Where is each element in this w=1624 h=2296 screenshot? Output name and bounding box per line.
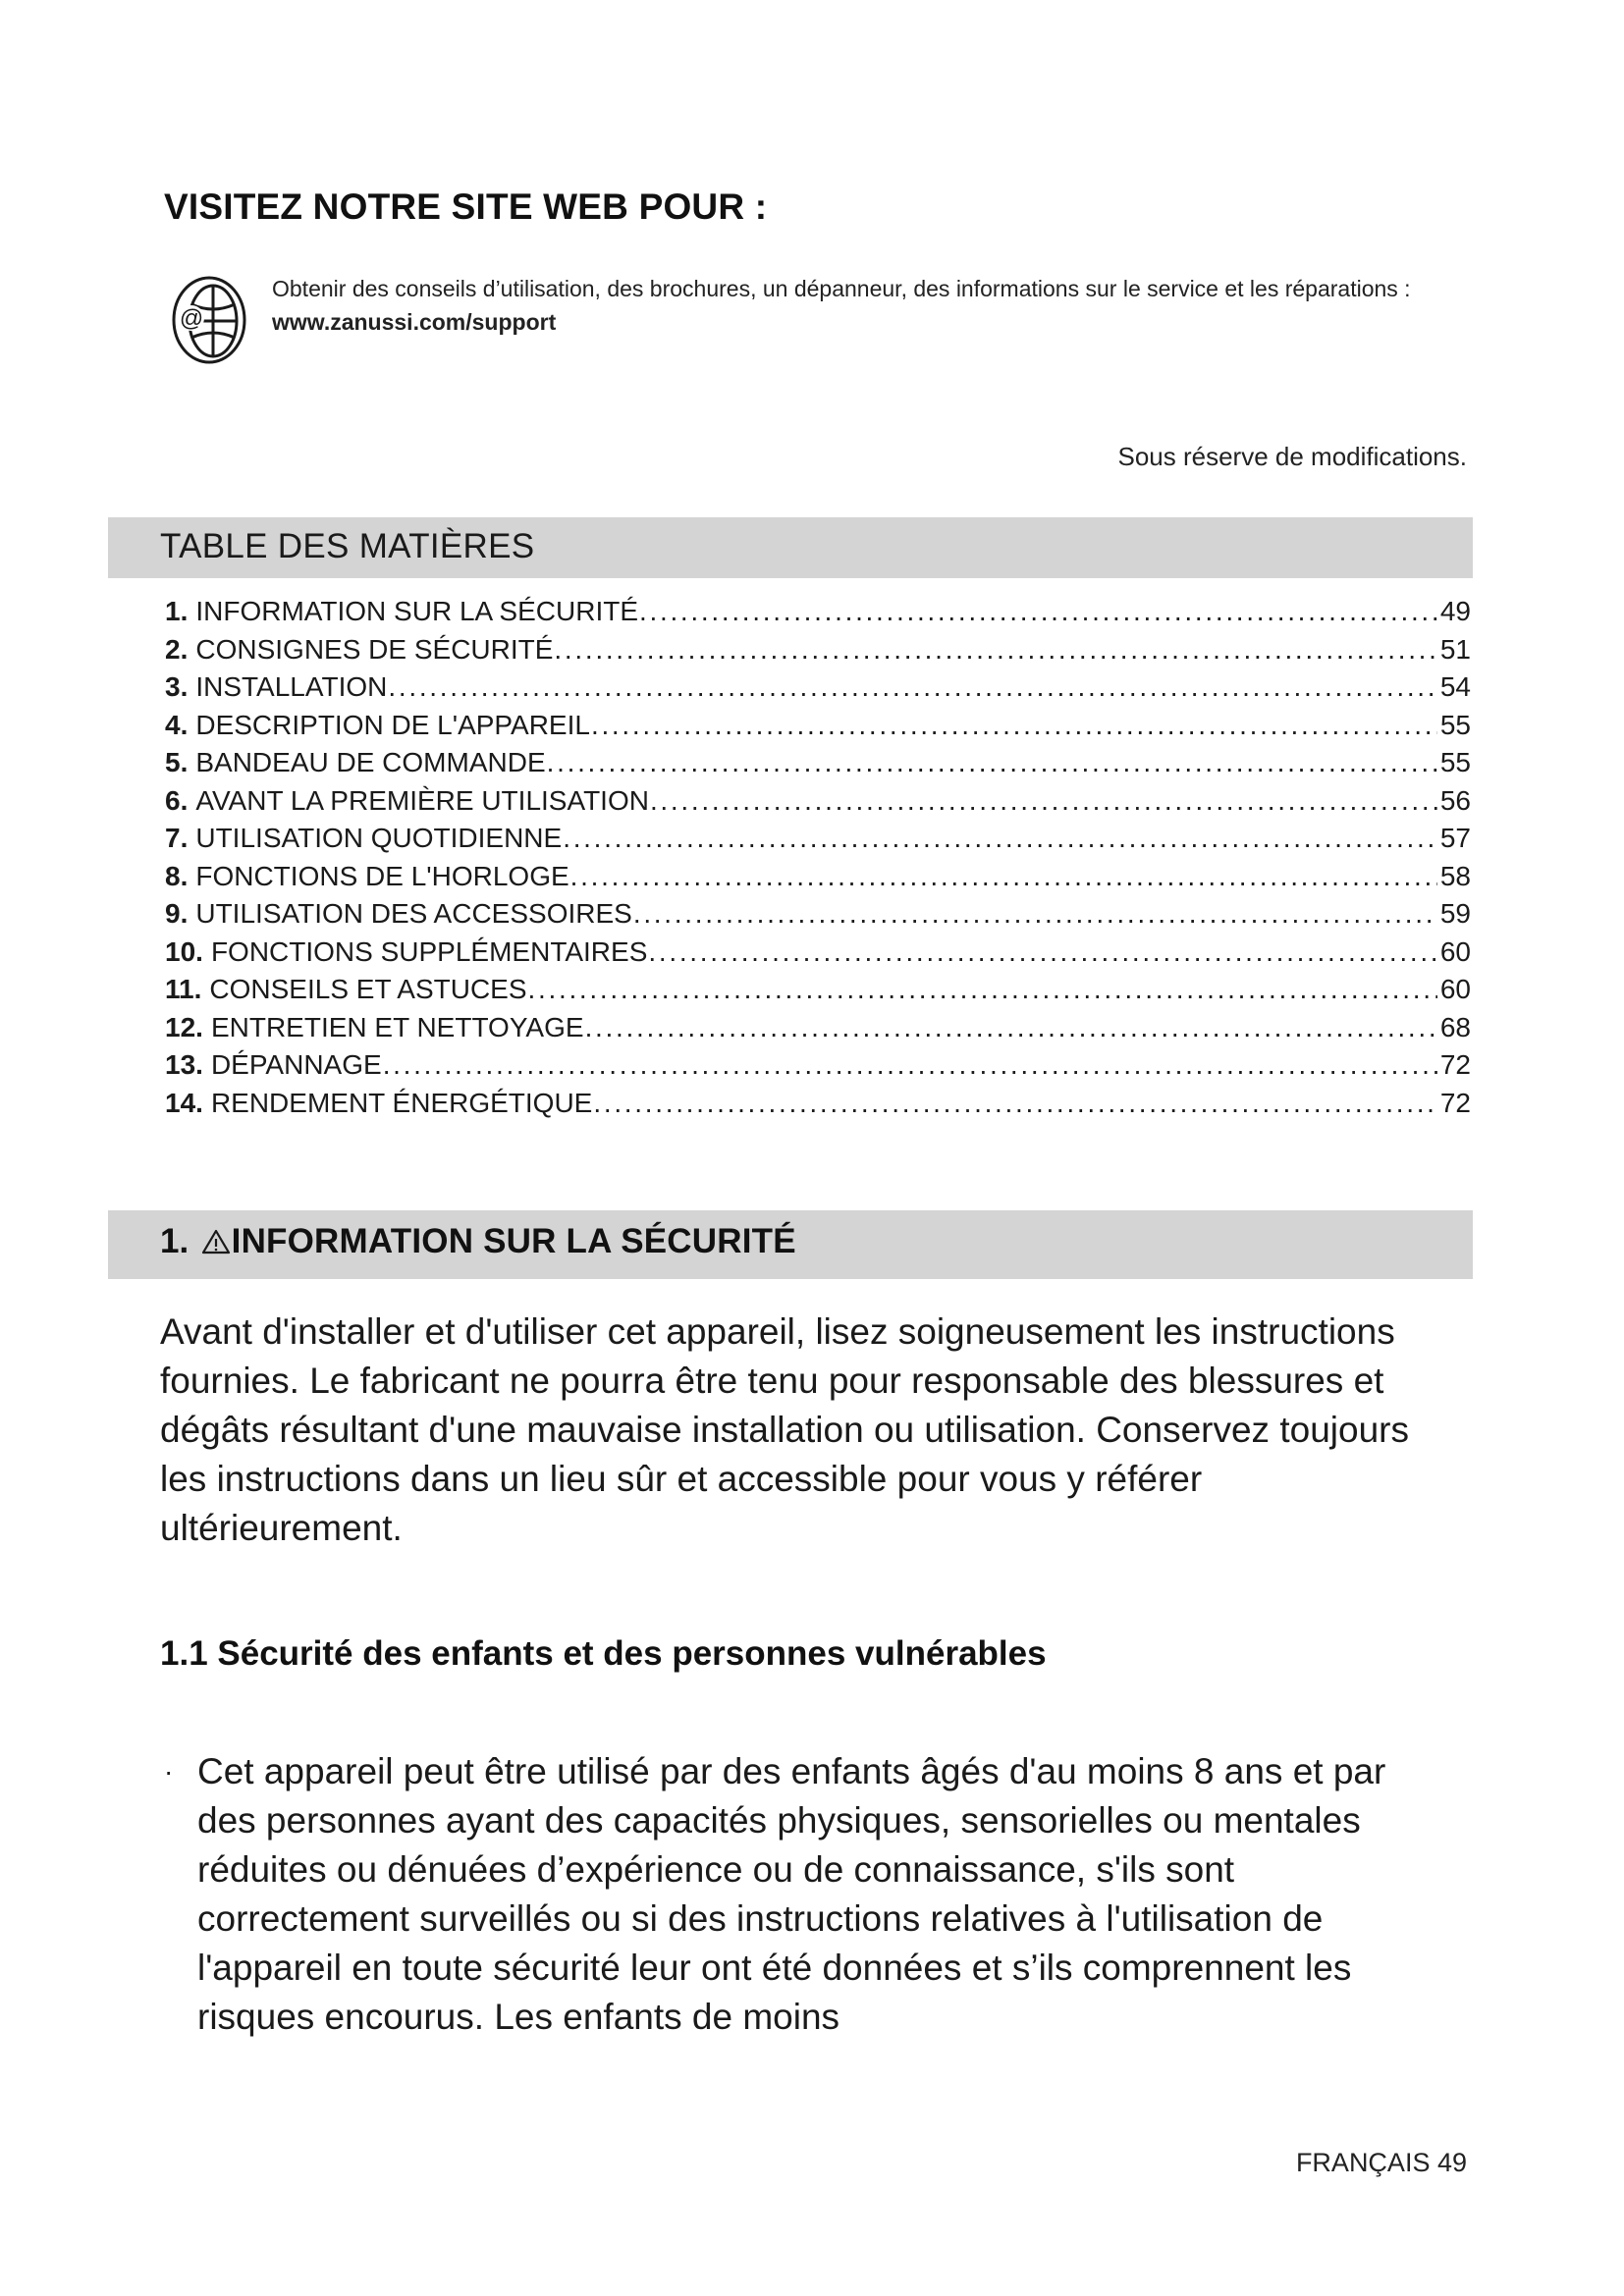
toc-entry-label: CONSEILS ET ASTUCES <box>209 974 527 1004</box>
toc-dot-leader: ........................................… <box>546 747 1437 777</box>
toc-dot-leader: ........................................… <box>527 974 1437 1004</box>
toc-entry[interactable]: 4. DESCRIPTION DE L'APPAREIL.............… <box>165 707 1471 745</box>
toc-entry-number: 5. <box>165 747 189 777</box>
toc-entry[interactable]: 5. BANDEAU DE COMMANDE...................… <box>165 744 1471 782</box>
toc-dot-leader: ........................................… <box>639 596 1437 626</box>
toc-entry-label: FONCTIONS SUPPLÉMENTAIRES <box>210 935 648 967</box>
toc-entry-label: UTILISATION QUOTIDIENNE <box>195 823 563 853</box>
toc-dot-leader: ........................................… <box>382 1049 1437 1080</box>
toc-entry-number: 3. <box>165 671 189 702</box>
page-footer: FRANÇAIS 49 <box>1295 2148 1467 2177</box>
toc-dot-leader: ........................................… <box>584 1011 1437 1042</box>
toc-entry[interactable]: 9. UTILISATION DES ACCESSOIRES...........… <box>165 895 1471 934</box>
toc-entry-page: 49 <box>1439 596 1471 626</box>
toc-entry-number: 13. <box>165 1049 203 1080</box>
toc-entry-number: 7. <box>165 823 189 853</box>
toc-entry-number: 11. <box>165 974 202 1004</box>
toc-entry[interactable]: 3. INSTALLATION..........................… <box>165 668 1471 707</box>
bullet-marker-icon: · <box>164 1756 174 1787</box>
intro-line-2: le service et les réparations : <box>1122 276 1411 301</box>
section-number: 1. <box>160 1222 189 1260</box>
toc-dot-leader: ........................................… <box>569 860 1437 891</box>
intro-line-1: Obtenir des conseils d’utilisation, des … <box>272 276 1117 301</box>
toc-entry[interactable]: 6. AVANT LA PREMIÈRE UTILISATION.........… <box>165 782 1471 821</box>
toc-entry-page: 59 <box>1439 898 1471 929</box>
toc-entry[interactable]: 12. ENTRETIEN ET NETTOYAGE...............… <box>165 1009 1471 1047</box>
toc-dot-leader: ........................................… <box>593 1087 1437 1118</box>
toc-entry-number: 14. <box>165 1087 203 1118</box>
toc-dot-leader: ........................................… <box>590 709 1437 740</box>
toc-entry-page: 60 <box>1439 974 1471 1004</box>
toc-entry-number: 6. <box>165 784 189 816</box>
toc-entry-number: 2. <box>165 633 189 665</box>
toc-entry-page: 58 <box>1439 860 1471 891</box>
toc-dot-leader: ........................................… <box>554 633 1437 665</box>
toc-entry-page: 60 <box>1439 935 1471 967</box>
toc-header-label: TABLE DES MATIÈRES <box>160 527 535 565</box>
list-item-text: Cet appareil peut être utilisé par des e… <box>197 1751 1386 2037</box>
toc-entry-label: DESCRIPTION DE L'APPAREIL <box>195 709 590 740</box>
section-1-header-band: 1. INFORMATION SUR LA SÉCURITÉ <box>108 1210 1473 1279</box>
toc-header-band: TABLE DES MATIÈRES <box>108 517 1473 578</box>
subsection-1-1-bullets: · Cet appareil peut être utilisé par des … <box>160 1747 1446 2042</box>
toc-entry-label: CONSIGNES DE SÉCURITÉ <box>195 633 554 665</box>
toc-entry[interactable]: 7. UTILISATION QUOTIDIENNE...............… <box>165 820 1471 858</box>
modifications-note: Sous réserve de modifications. <box>1117 442 1467 471</box>
toc-entry-number: 1. <box>165 596 189 626</box>
website-info-block: @ Obtenir des conseils d’utilisation, de… <box>164 273 1465 365</box>
toc-entry-page: 56 <box>1439 784 1471 816</box>
toc-entry-number: 4. <box>165 709 189 740</box>
page-title: VISITEZ NOTRE SITE WEB POUR : <box>164 187 768 227</box>
toc-entry-label: ENTRETIEN ET NETTOYAGE <box>210 1011 584 1042</box>
toc-entry-number: 12. <box>165 1011 203 1042</box>
toc-dot-leader: ........................................… <box>388 671 1437 702</box>
toc-entry-page: 55 <box>1439 747 1471 777</box>
globe-at-icon: @ <box>164 273 262 365</box>
toc-entry[interactable]: 13. DÉPANNAGE............................… <box>165 1046 1471 1085</box>
toc-entry-label: DÉPANNAGE <box>210 1049 382 1080</box>
toc-entry-label: RENDEMENT ÉNERGÉTIQUE <box>210 1087 593 1118</box>
toc-entry-number: 8. <box>165 860 189 891</box>
toc-entry-page: 57 <box>1439 823 1471 853</box>
toc-dot-leader: ........................................… <box>649 784 1437 816</box>
toc-entry-label: AVANT LA PREMIÈRE UTILISATION <box>195 784 649 816</box>
toc-dot-leader: ........................................… <box>632 898 1437 929</box>
toc-entry-number: 10. <box>165 935 203 967</box>
toc-entry-page: 55 <box>1439 709 1471 740</box>
support-url[interactable]: www.zanussi.com/support <box>272 309 557 335</box>
warning-triangle-icon <box>201 1228 231 1260</box>
subsection-1-1-heading: 1.1 Sécurité des enfants et des personne… <box>160 1634 1047 1673</box>
toc-entry[interactable]: 10. FONCTIONS SUPPLÉMENTAIRES............… <box>165 934 1471 972</box>
list-item: · Cet appareil peut être utilisé par des … <box>160 1747 1446 2042</box>
toc-dot-leader: ........................................… <box>648 935 1436 967</box>
toc-entry-label: UTILISATION DES ACCESSOIRES <box>195 898 632 929</box>
toc-entry[interactable]: 8. FONCTIONS DE L'HORLOGE................… <box>165 858 1471 896</box>
toc-dot-leader: ........................................… <box>563 823 1437 853</box>
table-of-contents: 1. INFORMATION SUR LA SÉCURITÉ...........… <box>165 593 1471 1122</box>
toc-entry-page: 68 <box>1439 1011 1471 1042</box>
toc-entry[interactable]: 1. INFORMATION SUR LA SÉCURITÉ...........… <box>165 593 1471 631</box>
toc-entry-page: 72 <box>1439 1049 1471 1080</box>
toc-entry-page: 54 <box>1439 671 1471 702</box>
toc-entry-label: INSTALLATION <box>195 671 388 702</box>
toc-entry[interactable]: 14. RENDEMENT ÉNERGÉTIQUE................… <box>165 1085 1471 1123</box>
toc-entry[interactable]: 11. CONSEILS ET ASTUCES..................… <box>165 971 1471 1009</box>
svg-text:@: @ <box>180 305 203 332</box>
toc-entry-page: 51 <box>1439 633 1471 665</box>
section-1-paragraph: Avant d'installer et d'utiliser cet appa… <box>160 1311 1409 1548</box>
toc-entry-number: 9. <box>165 898 189 929</box>
toc-entry-label: INFORMATION SUR LA SÉCURITÉ <box>195 596 638 626</box>
website-info-text: Obtenir des conseils d’utilisation, des … <box>262 273 1465 339</box>
toc-entry[interactable]: 2. CONSIGNES DE SÉCURITÉ.................… <box>165 631 1471 669</box>
toc-entry-label: BANDEAU DE COMMANDE <box>195 747 546 777</box>
toc-entry-label: FONCTIONS DE L'HORLOGE <box>195 860 569 891</box>
section-title: INFORMATION SUR LA SÉCURITÉ <box>231 1222 796 1260</box>
toc-entry-page: 72 <box>1439 1087 1471 1118</box>
